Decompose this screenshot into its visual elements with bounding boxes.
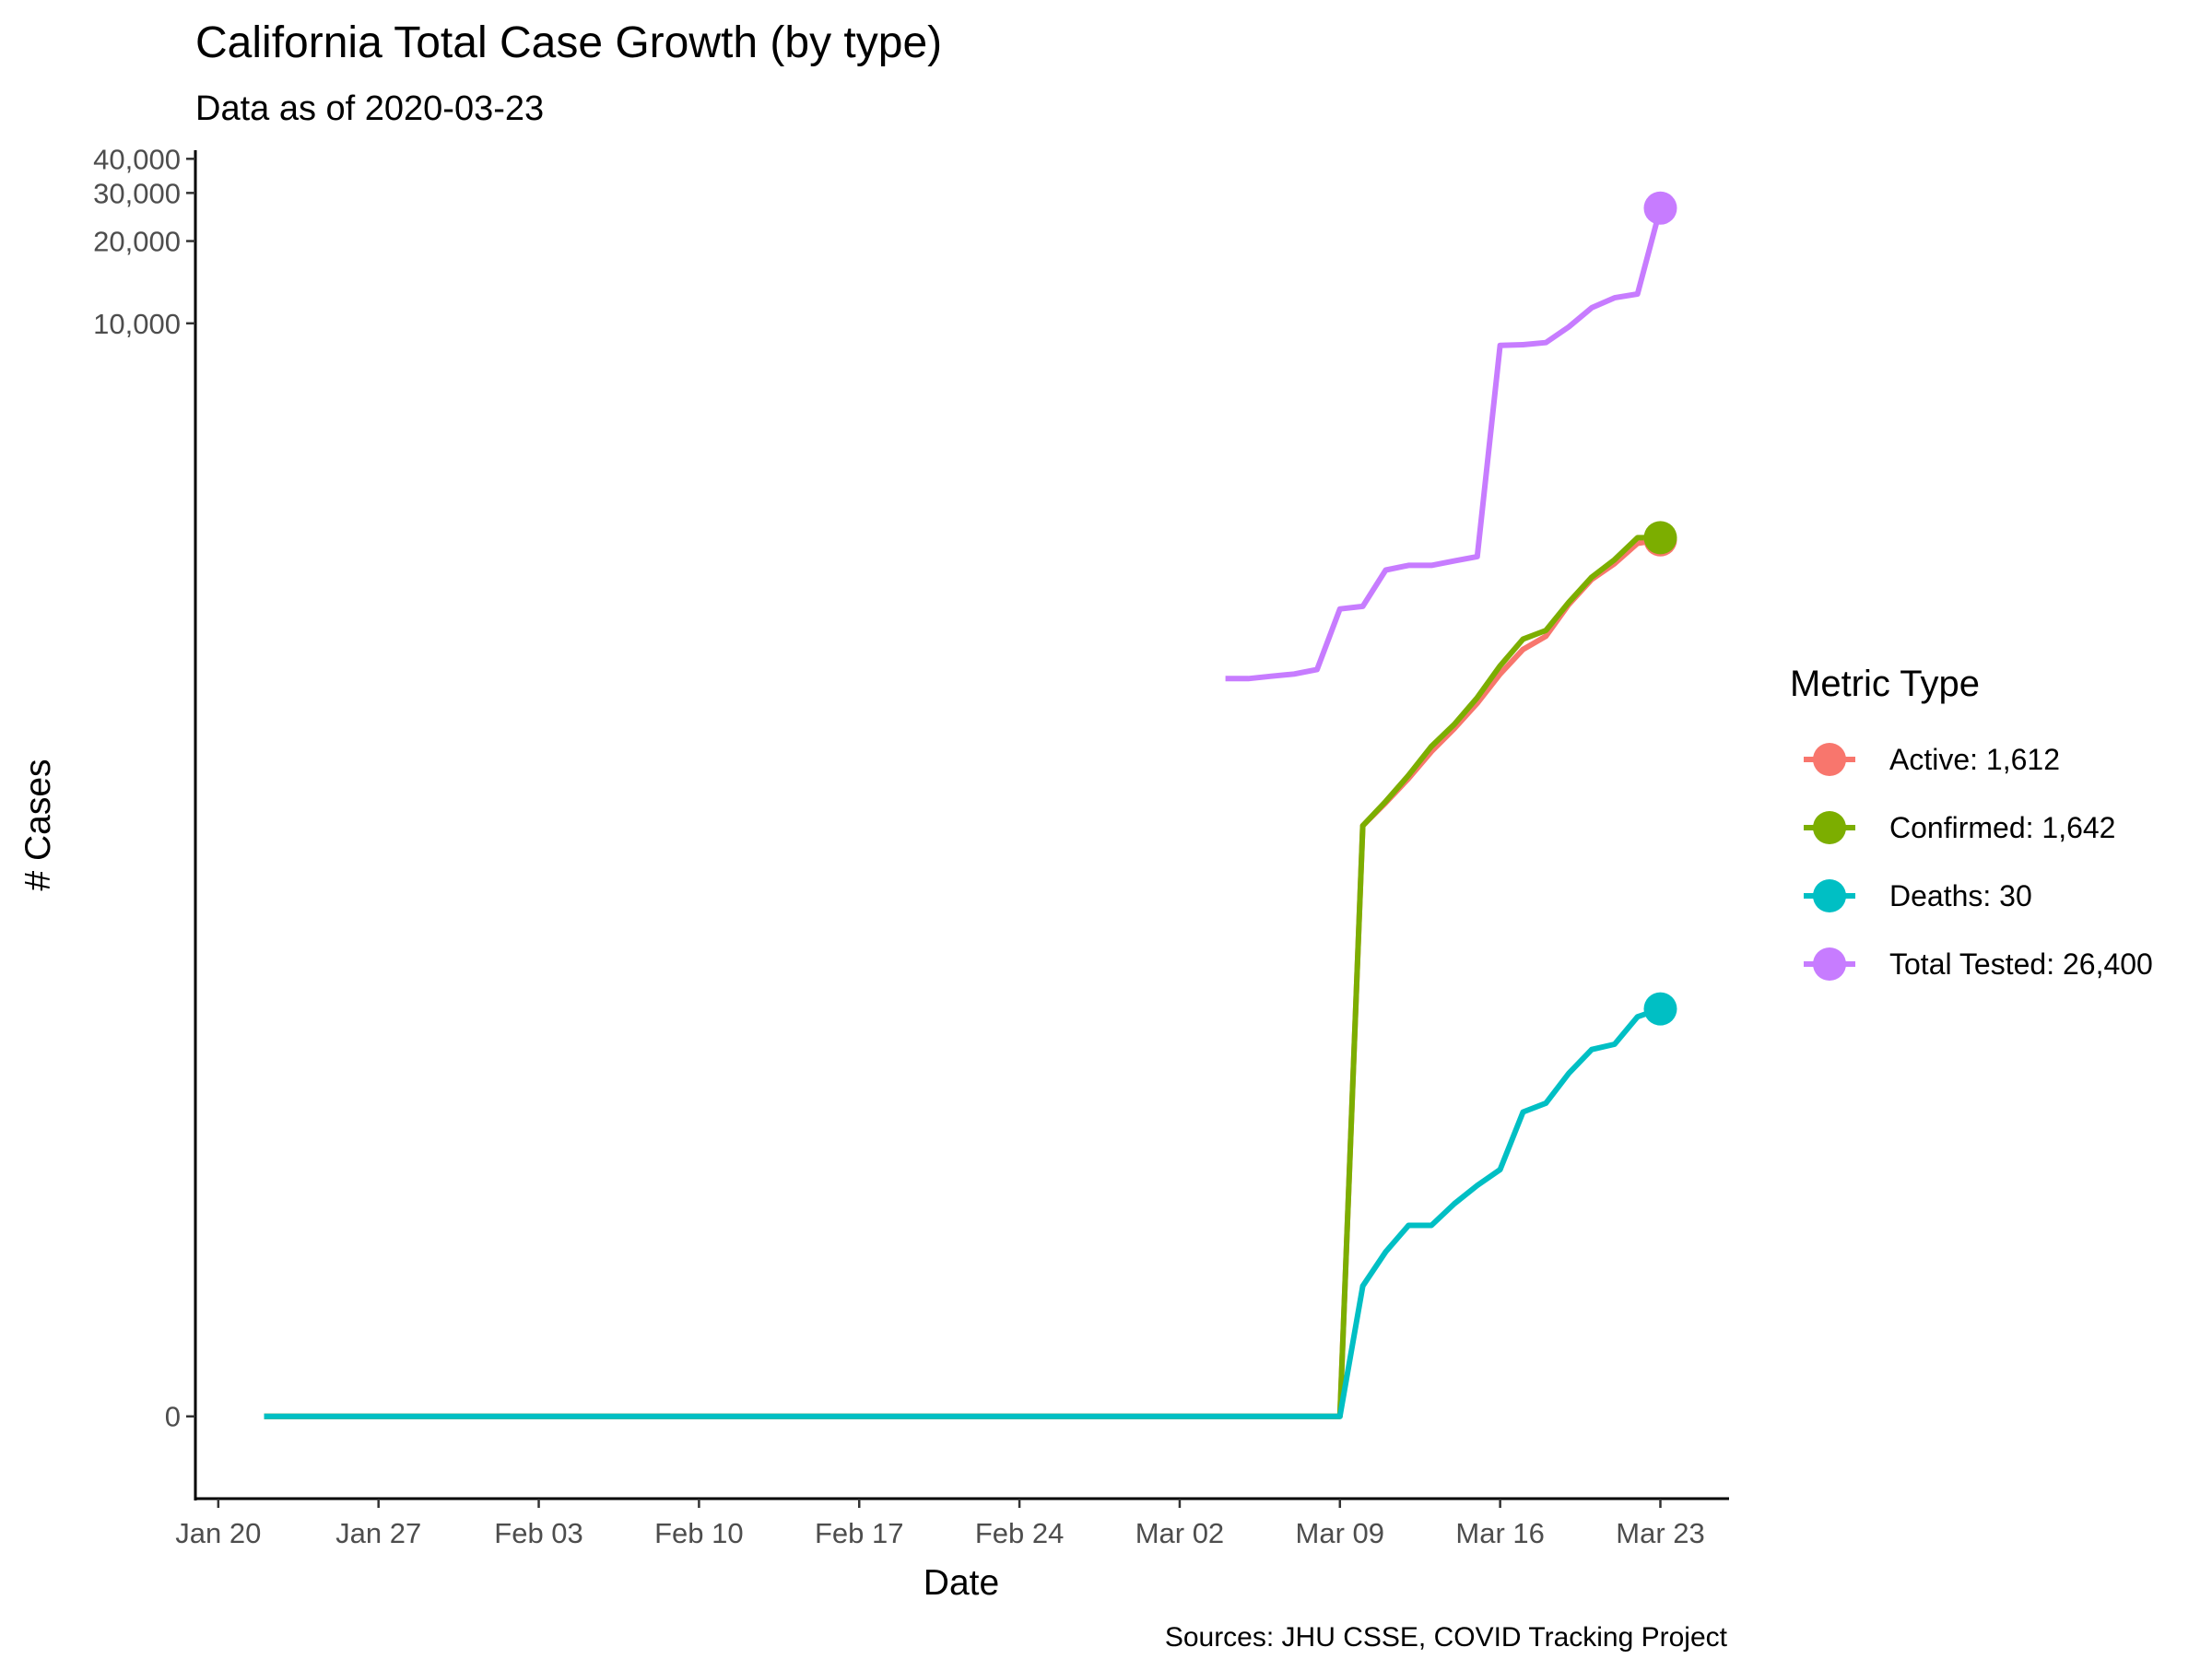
legend-key-point xyxy=(1813,743,1846,776)
x-tick-label: Mar 23 xyxy=(1616,1517,1704,1549)
chart-subtitle: Data as of 2020-03-23 xyxy=(195,89,544,128)
x-tick-label: Mar 02 xyxy=(1135,1517,1224,1549)
x-tick-label: Mar 09 xyxy=(1296,1517,1384,1549)
series-end-point-deaths xyxy=(1643,992,1677,1026)
y-tick-label: 30,000 xyxy=(93,177,181,209)
series-line-active xyxy=(264,536,1661,1419)
series-end-point-confirmed xyxy=(1643,521,1677,555)
legend-label: Deaths: 30 xyxy=(1889,879,2032,912)
legend-key-point xyxy=(1813,947,1846,981)
legend-label: Confirmed: 1,642 xyxy=(1889,811,2115,844)
chart-title: California Total Case Growth (by type) xyxy=(195,18,942,67)
x-axis-ticks: Jan 20 Jan 27 Feb 03 Feb 10 Feb 17 Feb 24 Mar … xyxy=(175,1499,1705,1549)
legend: Metric Type Active: 1,612 Confirmed: 1,64… xyxy=(1790,664,2153,981)
chart-caption: Sources: JHU CSSE, COVID Tracking Projec… xyxy=(1165,1622,1728,1653)
y-tick-label: 40,000 xyxy=(93,143,181,175)
legend-entries: Active: 1,612 Confirmed: 1,642 Deaths: 30 T… xyxy=(1804,743,2153,981)
series-line-total-tested xyxy=(1225,207,1664,682)
legend-key-point xyxy=(1813,811,1846,844)
y-tick-label: 0 xyxy=(165,1401,181,1433)
x-tick-label: Mar 16 xyxy=(1455,1517,1544,1549)
plot-markers xyxy=(1643,191,1677,1026)
legend-title: Metric Type xyxy=(1790,664,1980,704)
plot-series xyxy=(264,207,1664,1419)
legend-label: Active: 1,612 xyxy=(1889,743,2060,776)
y-axis-title: # Cases xyxy=(18,759,58,890)
series-line-confirmed xyxy=(264,535,1661,1419)
series-end-point-total-tested xyxy=(1643,191,1677,225)
x-tick-label: Feb 10 xyxy=(654,1517,744,1549)
x-tick-label: Feb 03 xyxy=(494,1517,583,1549)
x-axis-title: Date xyxy=(924,1563,999,1603)
series-line-deaths xyxy=(264,1006,1662,1419)
x-tick-label: Jan 27 xyxy=(335,1517,421,1549)
y-tick-label: 20,000 xyxy=(93,226,181,258)
legend-label: Total Tested: 26,400 xyxy=(1889,947,2153,981)
x-tick-label: Feb 17 xyxy=(815,1517,904,1549)
x-tick-label: Feb 24 xyxy=(975,1517,1065,1549)
legend-key-point xyxy=(1813,879,1846,912)
x-tick-label: Jan 20 xyxy=(175,1517,261,1549)
y-tick-label: 10,000 xyxy=(93,308,181,340)
